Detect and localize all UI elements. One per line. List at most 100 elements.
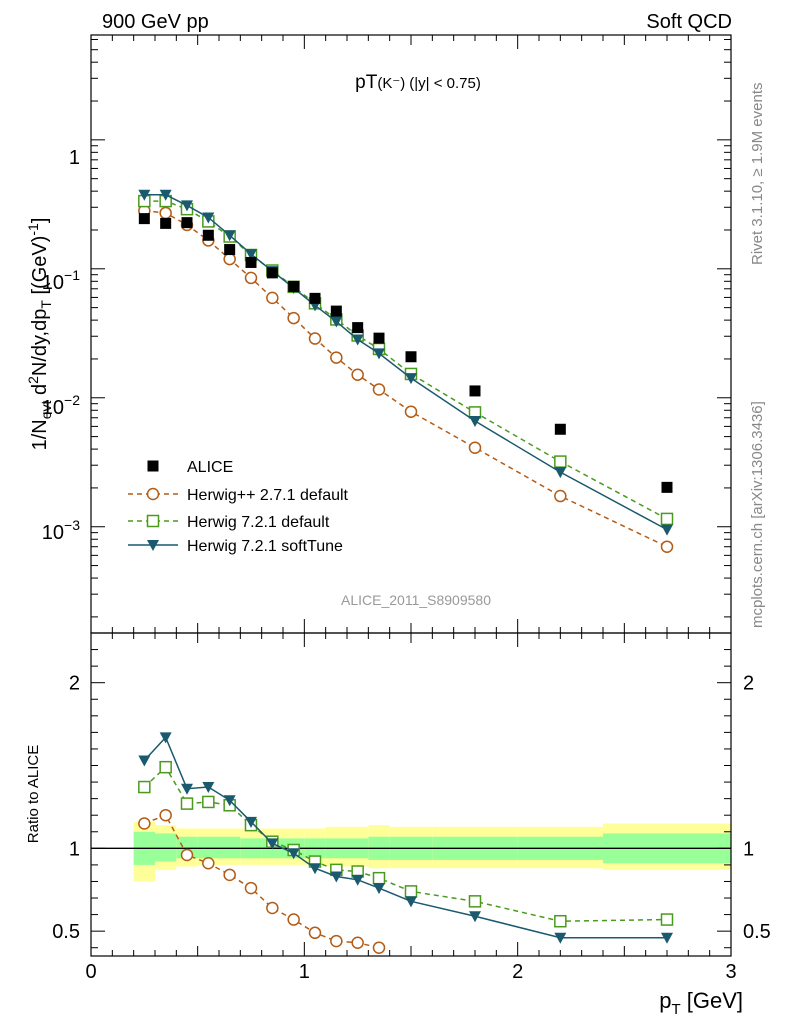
main-data-point <box>266 291 279 305</box>
ratio-data-point <box>180 848 194 862</box>
legend-label: Herwig 7.2.1 softTune <box>187 538 343 555</box>
ratio-data-point <box>330 934 343 948</box>
main-data-point <box>245 256 257 268</box>
main-ytick-label-0.1: 10−1 <box>42 267 80 294</box>
ratio-data-point <box>223 795 236 807</box>
main-series-line <box>144 200 668 520</box>
main-data-point <box>661 524 673 536</box>
ratio-ytick-label-right: 2 <box>743 673 754 695</box>
ratio-data-point <box>159 808 172 822</box>
main-data-point <box>224 244 236 256</box>
ratio-data-point <box>404 885 418 898</box>
main-data-point <box>287 311 300 325</box>
main-title: pT(K⁻) (|y| < 0.75) <box>355 72 481 93</box>
ratio-data-point <box>372 941 386 954</box>
ratio-data-point <box>308 926 322 940</box>
ratio-data-point <box>159 760 172 774</box>
ratio-panel-ticks: 0.5 0.5 1 1 2 2 0 1 2 3 <box>52 633 771 983</box>
main-data-point <box>660 540 674 553</box>
main-data-point <box>138 189 151 201</box>
legend-label: ALICE <box>187 459 233 476</box>
ratio-ytick-label-right: 1 <box>743 838 754 860</box>
ratio-data-point <box>159 732 172 744</box>
ratio-data-point <box>469 911 481 923</box>
main-series-3 <box>138 189 673 536</box>
main-data-point <box>405 373 417 385</box>
main-ytick-label-0.01: 10−2 <box>42 392 80 419</box>
ratio-data-point <box>660 913 674 926</box>
ratio-data-point <box>405 896 417 908</box>
ratio-band-inner <box>219 836 241 859</box>
legend-marker <box>147 540 159 551</box>
legend-item-1: Herwig++ 2.7.1 default <box>128 487 349 504</box>
xtick-label: 1 <box>299 961 310 983</box>
main-data-point <box>266 267 278 279</box>
main-data-point <box>330 351 343 364</box>
ratio-data-point <box>351 936 364 949</box>
header-right: Soft QCD <box>646 11 732 33</box>
main-ylabel: 1/Nevt d2N/dy,dpT [(GeV)-1] <box>25 218 54 451</box>
ratio-ytick-label: 0.5 <box>52 921 80 943</box>
legend-marker <box>147 460 159 472</box>
main-series-line <box>144 209 668 548</box>
ratio-data-point <box>202 856 215 870</box>
main-series-line <box>144 194 668 531</box>
legend-item-3: Herwig 7.2.1 softTune <box>128 538 343 555</box>
ratio-data-point <box>223 868 236 882</box>
ratio-data-point <box>138 780 151 794</box>
main-data-point <box>373 332 385 344</box>
main-panel-series <box>138 189 674 553</box>
ratio-ytick-label: 2 <box>69 673 80 695</box>
main-data-point <box>288 280 300 292</box>
main-data-point <box>351 368 364 381</box>
main-series-0 <box>138 213 673 493</box>
main-data-point <box>330 316 343 328</box>
main-data-point <box>202 229 214 241</box>
main-ytick-label-1: 1 <box>69 147 80 169</box>
ratio-data-point <box>202 782 215 794</box>
ratio-data-point <box>181 783 193 795</box>
main-data-point <box>554 489 567 503</box>
ratio-data-point <box>287 848 300 860</box>
main-data-point <box>181 200 193 212</box>
ratio-data-point <box>351 874 364 886</box>
ratio-band-inner <box>155 833 177 862</box>
main-data-point <box>308 332 322 345</box>
legend-label: Herwig++ 2.7.1 default <box>187 487 349 504</box>
main-data-point <box>469 416 481 428</box>
main-data-point <box>160 217 172 229</box>
rivet-version-label: Rivet 3.1.10, ≥ 1.9M events <box>749 83 766 266</box>
main-data-point <box>352 322 364 334</box>
xtick-label: 2 <box>512 961 523 983</box>
ratio-series-2 <box>138 732 673 944</box>
ratio-data-point <box>287 913 300 926</box>
main-data-point <box>159 189 172 201</box>
ratio-panel-series <box>138 732 674 954</box>
main-data-point <box>309 292 321 304</box>
ratio-data-point <box>554 932 567 944</box>
legend-item-2: Herwig 7.2.1 default <box>128 514 330 531</box>
ratio-panel-frame <box>90 632 732 957</box>
ratio-data-point <box>202 795 215 809</box>
main-data-point <box>159 206 172 220</box>
main-data-point <box>554 455 567 468</box>
legend-label: Herwig 7.2.1 default <box>187 514 330 531</box>
main-data-point <box>245 249 257 261</box>
main-series-1 <box>138 204 674 553</box>
xtick-label: 3 <box>725 961 736 983</box>
ratio-ylabel: Ratio to ALICE <box>25 745 42 843</box>
analysis-id: ALICE_2011_S8909580 <box>341 592 491 608</box>
ratio-data-point <box>661 932 673 944</box>
main-data-point <box>223 252 236 266</box>
ratio-data-point <box>266 838 279 850</box>
legend: ALICE Herwig++ 2.7.1 default Herwig 7.2.1 … <box>128 459 349 555</box>
main-data-point <box>138 213 150 225</box>
ratio-series-line <box>143 735 667 939</box>
ratio-data-point <box>138 755 151 767</box>
ratio-series-0 <box>138 808 386 954</box>
ratio-data-point <box>138 817 151 830</box>
xtick-label: 0 <box>85 961 96 983</box>
main-data-point <box>372 383 386 396</box>
ratio-data-point <box>244 881 258 895</box>
